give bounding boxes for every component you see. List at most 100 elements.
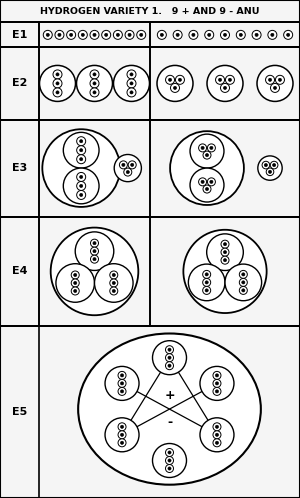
- Circle shape: [53, 88, 62, 97]
- Circle shape: [80, 157, 83, 161]
- Text: HYDROGEN VARIETY 1.   9 + AND 9 - ANU: HYDROGEN VARIETY 1. 9 + AND 9 - ANU: [40, 6, 260, 16]
- Circle shape: [200, 367, 234, 400]
- Circle shape: [190, 168, 224, 202]
- Text: E3: E3: [12, 163, 27, 173]
- Circle shape: [221, 248, 229, 256]
- Circle shape: [173, 86, 177, 90]
- Circle shape: [56, 91, 59, 94]
- Circle shape: [43, 30, 52, 39]
- Circle shape: [120, 374, 124, 377]
- Bar: [150, 120, 300, 217]
- Circle shape: [140, 33, 143, 36]
- Circle shape: [239, 278, 247, 286]
- Circle shape: [242, 289, 245, 292]
- Circle shape: [220, 30, 230, 39]
- Circle shape: [168, 364, 171, 368]
- Circle shape: [208, 33, 211, 36]
- Circle shape: [102, 30, 111, 39]
- Circle shape: [221, 240, 229, 248]
- Circle shape: [203, 151, 211, 159]
- Circle shape: [199, 144, 207, 152]
- Circle shape: [213, 439, 221, 447]
- Circle shape: [93, 257, 96, 261]
- Circle shape: [207, 178, 215, 186]
- Circle shape: [71, 287, 79, 295]
- Circle shape: [173, 30, 182, 39]
- Circle shape: [56, 73, 59, 76]
- Circle shape: [118, 423, 126, 431]
- Circle shape: [76, 65, 112, 102]
- Circle shape: [207, 65, 243, 102]
- Circle shape: [273, 86, 277, 90]
- Circle shape: [120, 441, 124, 444]
- Circle shape: [271, 83, 280, 93]
- Circle shape: [113, 30, 122, 39]
- Circle shape: [268, 170, 272, 173]
- Circle shape: [239, 33, 242, 36]
- Circle shape: [168, 459, 171, 462]
- Circle shape: [272, 163, 276, 167]
- Circle shape: [264, 163, 268, 167]
- Circle shape: [199, 178, 207, 186]
- Circle shape: [93, 91, 96, 94]
- Circle shape: [224, 86, 226, 90]
- Circle shape: [77, 146, 86, 155]
- Circle shape: [70, 33, 73, 36]
- Circle shape: [90, 88, 99, 97]
- Circle shape: [242, 273, 245, 276]
- Circle shape: [125, 30, 134, 39]
- Circle shape: [120, 390, 124, 393]
- Circle shape: [201, 180, 204, 183]
- Circle shape: [157, 65, 193, 102]
- Circle shape: [168, 348, 171, 351]
- Circle shape: [74, 273, 77, 276]
- Circle shape: [203, 270, 211, 278]
- Circle shape: [207, 144, 215, 152]
- Circle shape: [242, 281, 245, 284]
- Circle shape: [168, 356, 171, 359]
- Circle shape: [257, 65, 293, 102]
- Bar: [0, 326, 300, 498]
- Circle shape: [77, 190, 86, 199]
- Circle shape: [120, 433, 124, 436]
- Circle shape: [270, 161, 278, 169]
- Circle shape: [56, 82, 59, 85]
- Circle shape: [46, 33, 50, 36]
- Circle shape: [91, 255, 98, 263]
- Circle shape: [278, 78, 282, 81]
- Circle shape: [42, 129, 120, 207]
- Ellipse shape: [78, 334, 261, 485]
- Circle shape: [78, 30, 87, 39]
- Circle shape: [275, 75, 284, 84]
- Circle shape: [169, 78, 172, 81]
- Circle shape: [118, 439, 126, 447]
- Circle shape: [90, 79, 99, 88]
- Circle shape: [207, 234, 243, 270]
- Bar: [39, 22, 150, 47]
- Circle shape: [127, 79, 136, 88]
- Bar: [150, 47, 300, 120]
- Circle shape: [205, 281, 208, 284]
- Bar: [0, 326, 39, 498]
- Circle shape: [80, 139, 83, 143]
- Circle shape: [130, 73, 133, 76]
- Circle shape: [255, 33, 258, 36]
- Circle shape: [116, 33, 119, 36]
- Circle shape: [252, 30, 261, 39]
- Circle shape: [137, 30, 146, 39]
- Circle shape: [80, 175, 83, 179]
- Circle shape: [58, 33, 61, 36]
- Circle shape: [178, 78, 182, 81]
- Circle shape: [120, 425, 124, 428]
- Circle shape: [53, 79, 62, 88]
- Circle shape: [105, 367, 139, 400]
- Circle shape: [215, 382, 219, 385]
- Bar: [150, 217, 300, 326]
- Circle shape: [118, 379, 126, 387]
- Circle shape: [203, 185, 211, 193]
- Circle shape: [110, 287, 118, 295]
- Circle shape: [268, 30, 277, 39]
- Circle shape: [152, 444, 187, 478]
- Circle shape: [90, 30, 99, 39]
- Circle shape: [113, 65, 149, 102]
